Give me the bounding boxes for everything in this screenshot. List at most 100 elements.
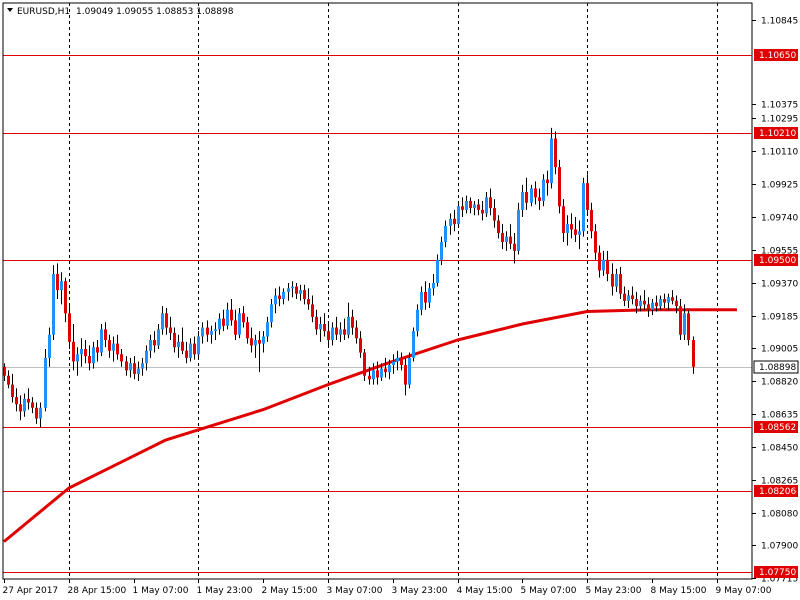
candle[interactable] [631,286,634,305]
candle[interactable] [287,282,290,301]
candle[interactable] [392,354,395,374]
candle[interactable] [331,322,334,346]
candle[interactable] [428,282,431,308]
candle[interactable] [692,336,695,374]
candle[interactable] [120,348,123,367]
candle[interactable] [359,331,362,358]
candle[interactable] [226,302,229,330]
candle[interactable] [643,290,646,310]
candle[interactable] [149,334,152,358]
candle[interactable] [513,233,516,264]
candle[interactable] [270,299,273,328]
candle[interactable] [619,266,622,300]
candle[interactable] [64,277,67,323]
candle[interactable] [525,177,528,210]
candle[interactable] [230,299,233,326]
candle[interactable] [116,334,119,360]
candle[interactable] [173,327,176,353]
candle[interactable] [590,202,593,239]
candle[interactable] [615,268,618,292]
candle[interactable] [68,306,71,349]
candle[interactable] [647,297,650,317]
candle[interactable] [550,127,553,189]
candle[interactable] [319,316,322,342]
candle[interactable] [473,200,476,216]
candle[interactable] [546,170,549,196]
candle[interactable] [153,331,156,353]
candle[interactable] [258,331,261,373]
candle[interactable] [493,199,496,228]
candle[interactable] [562,199,565,242]
candle[interactable] [218,313,221,335]
candle[interactable] [368,366,371,385]
candle[interactable] [303,284,306,305]
candle[interactable] [582,177,585,237]
candle[interactable] [177,334,180,358]
candle[interactable] [76,347,79,376]
candle[interactable] [651,299,654,316]
candle[interactable] [554,131,557,175]
candle[interactable] [655,295,658,312]
candle[interactable] [400,352,403,371]
candle[interactable] [461,197,464,217]
candle[interactable] [242,306,245,328]
candle[interactable] [388,359,391,380]
candle[interactable] [145,345,148,371]
candle[interactable] [299,284,302,301]
candle[interactable] [161,306,164,335]
candle[interactable] [505,231,508,251]
candle[interactable] [238,307,241,339]
candle[interactable] [679,299,682,341]
candle[interactable] [254,334,257,358]
candle[interactable] [517,202,520,255]
candle[interactable] [92,341,95,369]
candle[interactable] [351,309,354,335]
candle[interactable] [72,323,75,371]
candle[interactable] [420,286,423,316]
candle[interactable] [125,356,128,376]
candle[interactable] [687,309,690,346]
candle[interactable] [84,340,87,364]
candle[interactable] [274,288,277,314]
candle[interactable] [31,397,34,414]
candle[interactable] [234,309,237,341]
candle[interactable] [100,323,103,357]
candle[interactable] [48,327,51,367]
candle[interactable] [315,309,318,335]
candle[interactable] [570,213,573,239]
candle[interactable] [635,291,638,314]
candle[interactable] [96,340,99,362]
candle[interactable] [436,254,439,287]
candle[interactable] [412,327,415,362]
candle[interactable] [404,357,407,396]
candle[interactable] [88,345,91,371]
candle[interactable] [408,352,411,389]
candle[interactable] [210,325,213,344]
candle[interactable] [266,316,269,342]
candle[interactable] [683,304,686,341]
candle[interactable] [457,202,460,228]
candle[interactable] [538,188,541,210]
candle[interactable] [27,388,30,410]
candle[interactable] [424,281,427,310]
candle[interactable] [542,174,545,207]
candle[interactable] [444,220,447,248]
candle[interactable] [530,184,533,207]
candle[interactable] [586,174,589,216]
candle[interactable] [189,338,192,362]
candle[interactable] [295,282,298,300]
candle[interactable] [611,263,614,296]
candle[interactable] [108,334,111,358]
candle[interactable] [627,290,630,308]
candle[interactable] [214,322,217,341]
candle[interactable] [23,393,26,417]
candle[interactable] [469,197,472,214]
candle[interactable] [250,327,253,353]
candle[interactable] [396,350,399,371]
candle[interactable] [639,295,642,312]
candle[interactable] [606,250,609,282]
ma-line[interactable] [3,308,737,543]
candle[interactable] [432,274,435,296]
candle[interactable] [594,224,597,260]
candle[interactable] [449,213,452,235]
